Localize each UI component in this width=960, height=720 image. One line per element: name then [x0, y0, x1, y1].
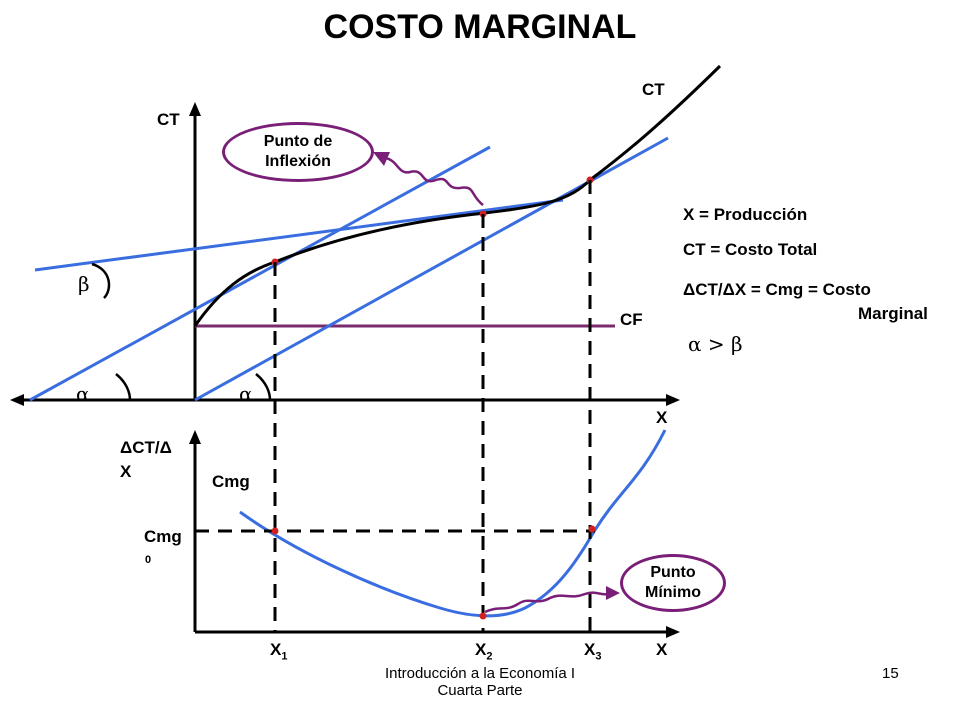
slide-title: COSTO MARGINAL [323, 8, 637, 46]
inflection-bubble-line1: Punto de [263, 133, 333, 150]
alpha-label-left: α [76, 382, 90, 406]
inflection-pointer-arrowhead [373, 152, 390, 166]
minimum-bubble-line2: Mínimo [645, 584, 701, 601]
slide-number: 15 [882, 665, 899, 682]
legend-alpha-gt-beta: α > β [688, 332, 743, 356]
x3-tick-sub: 3 [595, 650, 602, 663]
footer-text: Introducción a la Economía I Cuarta Part… [330, 665, 630, 699]
cmg-curve-label: Cmg [212, 472, 250, 491]
x2-tick-base: X [475, 640, 487, 659]
top-x-axis-arrow-right [666, 394, 680, 406]
legend-marginal-cost-cont: Marginal [858, 304, 928, 323]
x2-tick-sub: 2 [486, 650, 493, 663]
inflection-pointer-arrow [384, 156, 484, 206]
minimum-pointer-arrowhead [606, 586, 620, 600]
top-x-axis-arrow-left [10, 394, 24, 406]
x1-tick-label: X1 [270, 640, 287, 662]
cmg-point-x2 [479, 612, 487, 620]
footer-line2: Cuarta Parte [437, 682, 523, 699]
footer-line1: Introducción a la Economía I [384, 665, 576, 682]
minimum-pointer-arrow [484, 591, 611, 614]
minimum-point-bubble: Punto Mínimo [620, 554, 726, 612]
alpha-label-right: α [239, 382, 253, 406]
minimum-bubble-line1: Punto [650, 564, 696, 581]
x3-tick-label: X3 [584, 640, 601, 662]
bottom-x-axis-label: X [656, 640, 668, 659]
top-y-axis-label: CT [157, 110, 180, 129]
bottom-x-axis-arrow [666, 626, 680, 638]
beta-label: β [78, 272, 90, 296]
bottom-y-axis-label-line1: ΔCT/Δ [120, 438, 172, 457]
cmg-point-x1 [271, 527, 279, 535]
bottom-y-axis-arrow [189, 430, 201, 444]
legend-marginal-cost: ΔCT/ΔX = Cmg = Costo [683, 280, 871, 299]
x1-tick-sub: 1 [281, 650, 288, 663]
inflection-bubble-line2: Inflexión [265, 153, 331, 170]
cmg-point-x3 [588, 525, 596, 533]
inflection-point-bubble: Punto de Inflexión [222, 122, 374, 182]
cmg-curve [239, 429, 667, 618]
cf-line-label: CF [620, 310, 643, 329]
tangent-line-beta [34, 198, 564, 272]
bottom-y-axis-label-line2: X [120, 462, 132, 481]
legend-total-cost: CT = Costo Total [683, 240, 818, 259]
cmg0-label: Cmg [144, 527, 182, 546]
cmg0-subscript: 0 [145, 554, 152, 566]
ct-curve-label: CT [642, 80, 665, 99]
top-y-axis-arrow [189, 102, 201, 116]
alpha-angle-arc-right [255, 373, 272, 401]
tangent-line-alpha-left [29, 145, 491, 402]
alpha-angle-arc-left [115, 373, 132, 401]
x2-tick-label: X2 [475, 640, 492, 662]
x1-tick-base: X [270, 640, 282, 659]
x3-tick-base: X [584, 640, 596, 659]
beta-angle-arc [91, 262, 111, 299]
top-x-axis-label: X [656, 408, 668, 427]
legend-production: X = Producción [683, 205, 808, 224]
